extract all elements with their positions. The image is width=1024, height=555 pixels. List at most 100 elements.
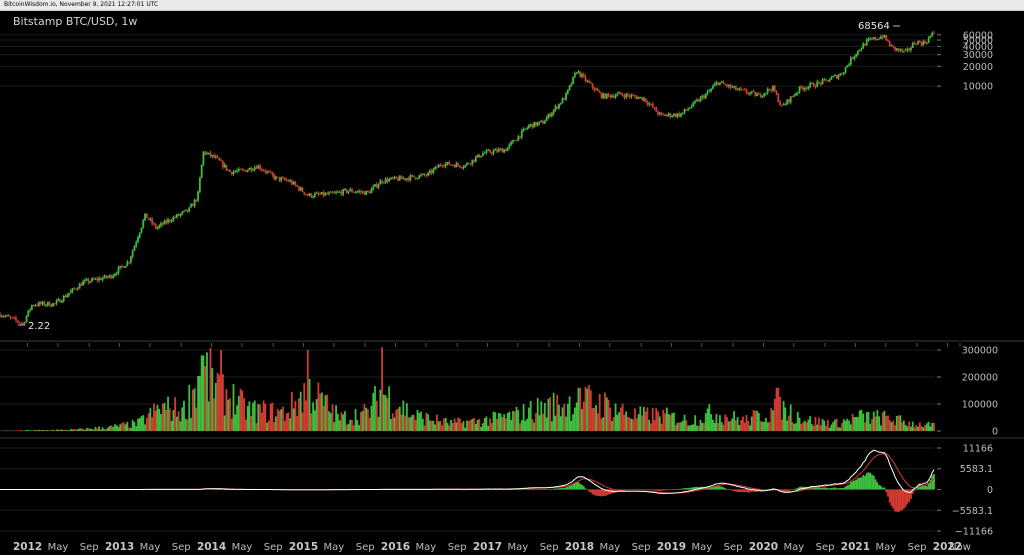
volume-bar xyxy=(531,419,534,431)
volume-bar xyxy=(467,420,470,431)
volume-bar xyxy=(32,430,35,431)
volume-bar xyxy=(529,401,532,431)
candle-body xyxy=(115,273,118,275)
volume-bar xyxy=(374,386,376,431)
candle-body xyxy=(344,189,346,191)
volume-bar xyxy=(563,403,566,431)
volume-bar xyxy=(761,421,764,431)
volume-bar xyxy=(110,425,113,431)
volume-bar xyxy=(168,408,171,431)
candle-body xyxy=(660,112,663,114)
candle-body xyxy=(823,79,826,81)
volume-bar xyxy=(198,375,201,431)
volume-bar xyxy=(108,425,111,431)
volume-bar xyxy=(237,395,240,431)
candle-body xyxy=(697,99,700,102)
candle-body xyxy=(62,295,65,302)
candle-body xyxy=(768,88,771,90)
volume-bar xyxy=(395,409,398,431)
volume-bar xyxy=(299,391,302,431)
candle-body xyxy=(375,184,378,188)
volume-bar xyxy=(708,404,711,431)
volume-bar xyxy=(878,416,881,431)
volume-bar xyxy=(156,404,159,431)
price-tick-label: 60000 xyxy=(963,30,993,41)
candle-body xyxy=(229,169,231,172)
volume-bar xyxy=(41,429,44,431)
candle-body xyxy=(179,213,182,216)
volume-bar xyxy=(538,415,541,431)
macd-histogram-bar xyxy=(841,488,843,490)
candle-body xyxy=(306,194,309,196)
candle-body xyxy=(743,89,746,91)
macd-histogram-bar xyxy=(842,487,845,490)
candle-body xyxy=(386,178,389,182)
macd-histogram-bar xyxy=(634,489,636,490)
macd-histogram-bar xyxy=(504,489,507,490)
macd-histogram-bar xyxy=(835,488,838,490)
volume-bar xyxy=(285,413,288,431)
volume-bar xyxy=(550,421,553,431)
candle-body xyxy=(848,64,850,66)
volume-bar xyxy=(257,404,260,431)
volume-bar xyxy=(336,413,339,431)
volume-bar xyxy=(45,430,47,431)
macd-histogram-bar xyxy=(653,489,656,491)
macd-histogram-bar xyxy=(895,489,898,512)
candle-body xyxy=(788,99,790,103)
candle-body xyxy=(747,93,750,94)
volume-bar xyxy=(436,414,438,431)
candle-body xyxy=(6,315,8,317)
macd-histogram-bar xyxy=(586,489,589,491)
candle-body xyxy=(473,159,475,162)
macd-histogram-bar xyxy=(519,489,521,490)
candle-body xyxy=(22,323,24,325)
macd-histogram-bar xyxy=(225,489,228,490)
candle-body xyxy=(885,35,888,41)
volume-bar xyxy=(795,423,797,431)
volume-bar xyxy=(462,421,465,431)
volume-bar xyxy=(788,415,790,431)
candle-body xyxy=(803,88,806,90)
candle-body xyxy=(347,191,350,193)
volume-bar xyxy=(770,408,773,431)
candle-body xyxy=(673,113,675,117)
volume-bar xyxy=(446,423,449,431)
macd-histogram-bar xyxy=(713,485,716,490)
macd-histogram-bar xyxy=(600,489,603,497)
macd-panel[interactable]: 11166 5583.1 0 −5583.1 −11166 xyxy=(0,444,993,538)
volume-bar xyxy=(377,417,380,431)
candle-body xyxy=(536,122,539,126)
candle-body xyxy=(897,48,900,51)
candle-body xyxy=(635,96,638,99)
volume-panel[interactable]: 300000 200000 100000 0 xyxy=(0,346,998,438)
volume-bar xyxy=(80,428,83,431)
macd-histogram-bar xyxy=(839,487,842,490)
volume-bar xyxy=(397,408,399,431)
candle-body xyxy=(482,153,484,156)
volume-bar xyxy=(310,413,313,431)
macd-histogram-bar xyxy=(908,489,911,502)
volume-bar xyxy=(172,410,175,431)
macd-histogram-bar xyxy=(915,489,918,490)
candle-body xyxy=(915,44,918,45)
candle-body xyxy=(708,90,711,92)
macd-histogram-bar xyxy=(588,489,590,492)
candle-body xyxy=(699,97,702,102)
macd-histogram-bar xyxy=(559,488,562,490)
macd-histogram-bar xyxy=(862,475,865,490)
volume-bar xyxy=(848,420,850,431)
candle-body xyxy=(140,227,143,233)
volume-bar xyxy=(561,407,564,431)
volume-bar xyxy=(478,419,481,431)
volume-bar xyxy=(704,413,707,431)
volume-bar xyxy=(860,409,863,431)
macd-histogram-bar xyxy=(503,489,506,490)
volume-bar xyxy=(71,429,74,431)
candle-body xyxy=(319,194,322,195)
low-annotation: 2.22 xyxy=(28,321,50,332)
volume-bar xyxy=(669,415,672,431)
candle-body xyxy=(711,86,714,89)
